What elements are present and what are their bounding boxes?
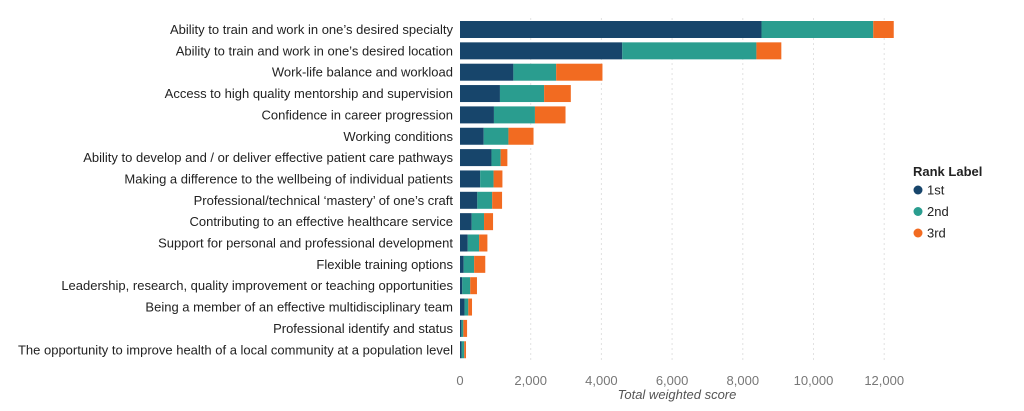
- category-label: Support for personal and professional de…: [158, 236, 453, 251]
- category-label: Work-life balance and workload: [272, 65, 453, 80]
- bar-segment-3rd: [464, 341, 467, 359]
- bar-segment-1st: [460, 213, 472, 231]
- bar-segment-3rd: [492, 191, 503, 209]
- x-tick-label: 8,000: [727, 373, 760, 388]
- bar-segment-3rd: [544, 85, 571, 103]
- category-label: Professional identify and status: [273, 321, 453, 336]
- x-tick-label: 12,000: [864, 373, 904, 388]
- bar-segment-2nd: [464, 298, 469, 316]
- bar-segment-3rd: [873, 21, 894, 38]
- bar-segment-3rd: [474, 255, 486, 273]
- bar-segment-3rd: [484, 213, 494, 231]
- category-label: Confidence in career progression: [262, 107, 454, 122]
- bar-segment-1st: [460, 85, 500, 103]
- bar-segment-1st: [460, 298, 465, 316]
- bar-segment-1st: [460, 106, 494, 124]
- x-tick-label: 4,000: [585, 373, 618, 388]
- x-tick-label: 10,000: [794, 373, 834, 388]
- bar-segment-3rd: [479, 234, 488, 252]
- category-label: Ability to train and work in one’s desir…: [176, 43, 453, 58]
- legend: Rank Label 1st 2nd 3rd: [913, 164, 982, 241]
- legend-marker: [913, 185, 923, 195]
- category-label: Ability to develop and / or deliver effe…: [83, 150, 453, 165]
- category-label: Working conditions: [343, 129, 453, 144]
- bar-segment-2nd: [513, 63, 557, 81]
- bar-segment-3rd: [756, 42, 782, 60]
- bar-segment-1st: [460, 21, 762, 38]
- bar-segment-1st: [460, 127, 484, 145]
- bar-segment-2nd: [622, 42, 757, 60]
- bar-segment-3rd: [470, 277, 477, 295]
- bar-segment-3rd: [534, 106, 566, 124]
- x-tick-label: 2,000: [514, 373, 547, 388]
- legend-marker: [913, 207, 923, 216]
- bar-segment-1st: [460, 63, 514, 81]
- bar-segment-3rd: [468, 298, 473, 316]
- category-label: Access to high quality mentorship and su…: [165, 86, 453, 101]
- legend-label: 2nd: [927, 204, 949, 219]
- bar-segment-1st: [460, 42, 623, 60]
- category-label: Leadership, research, quality improvemen…: [61, 278, 453, 293]
- bar-segment-2nd: [491, 149, 501, 167]
- bar-segment-2nd: [499, 85, 545, 103]
- category-label: The opportunity to improve health of a l…: [18, 342, 453, 357]
- bar-segment-2nd: [761, 21, 874, 38]
- bar-segment-3rd: [493, 170, 503, 188]
- bar-segment-2nd: [462, 277, 471, 295]
- bar-segment-3rd: [556, 63, 603, 81]
- bar-segment-1st: [460, 319, 462, 337]
- gridlines: [530, 18, 885, 362]
- bar-segment-1st: [460, 149, 492, 167]
- bar-segment-1st: [460, 277, 463, 295]
- bar-segment-3rd: [500, 149, 508, 167]
- bar-segment-2nd: [480, 170, 494, 188]
- legend-label: 1st: [927, 183, 945, 198]
- category-label: Contributing to an effective healthcare …: [189, 214, 453, 229]
- category-label: Professional/technical ‘mastery’ of one’…: [194, 193, 454, 208]
- bar-segment-1st: [460, 170, 481, 188]
- category-label: Making a difference to the wellbeing of …: [124, 171, 453, 186]
- bar-segment-2nd: [461, 341, 465, 359]
- category-labels: Ability to train and work in one’s desir…: [18, 22, 454, 357]
- bar-segment-2nd: [477, 191, 493, 209]
- bar-segment-1st: [460, 234, 468, 252]
- bar-segment-3rd: [463, 319, 468, 337]
- legend-title: Rank Label: [913, 164, 982, 179]
- bar-segment-2nd: [467, 234, 480, 252]
- bar-segment-3rd: [508, 127, 534, 145]
- x-tick-label: 0: [456, 373, 463, 388]
- x-tick-labels: 0 2,000 4,000 6,000 8,000 10,000 12,000: [456, 373, 904, 388]
- x-tick-label: 6,000: [656, 373, 689, 388]
- bar-segment-1st: [460, 341, 462, 359]
- category-label: Flexible training options: [316, 257, 453, 272]
- x-axis-title: Total weighted score: [618, 387, 737, 402]
- bar-segment-2nd: [493, 106, 535, 124]
- bar-segment-1st: [460, 191, 478, 209]
- bar-segment-2nd: [463, 255, 475, 273]
- bar-segment-2nd: [471, 213, 485, 231]
- category-label: Being a member of an effective multidisc…: [145, 300, 453, 315]
- bars: [460, 21, 894, 359]
- legend-label: 3rd: [927, 226, 946, 241]
- category-label: Ability to train and work in one’s desir…: [170, 22, 454, 37]
- bar-segment-2nd: [461, 319, 464, 337]
- bar-segment-1st: [460, 255, 464, 273]
- legend-marker: [913, 228, 923, 238]
- bar-segment-2nd: [483, 127, 509, 145]
